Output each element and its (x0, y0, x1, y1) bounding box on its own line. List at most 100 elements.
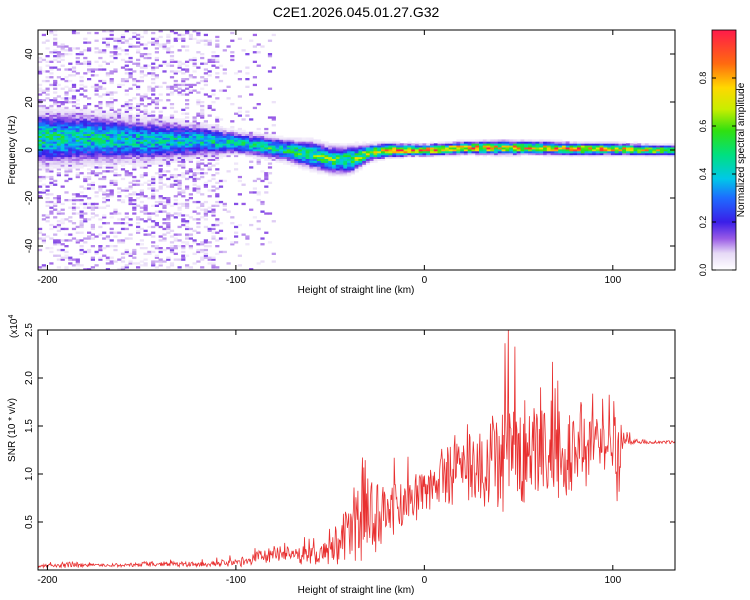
heatmap-cell (169, 145, 175, 148)
heatmap-cell (185, 187, 190, 190)
heatmap-cell (68, 124, 73, 127)
heatmap-cell (309, 152, 314, 156)
heatmap-cell (64, 135, 69, 138)
heatmap-cell (158, 260, 163, 263)
heatmap-cell (90, 120, 95, 123)
heatmap-cell (124, 170, 129, 173)
heatmap-cell (41, 264, 46, 267)
heatmap-cell (151, 124, 156, 127)
heatmap-cell (181, 126, 186, 129)
heatmap-cell (143, 195, 148, 198)
heatmap-cell (313, 164, 318, 167)
heatmap-cell (154, 99, 159, 102)
heatmap-cell (580, 147, 585, 150)
heatmap-cell (309, 162, 314, 165)
heatmap-cell (162, 154, 167, 158)
heatmap-cell (166, 214, 171, 217)
heatmap-cell (132, 250, 137, 254)
heatmap-cell (71, 129, 77, 133)
heatmap-cell (354, 160, 359, 163)
heatmap-cell (45, 147, 50, 150)
heatmap-cell (320, 141, 325, 144)
heatmap-cell (128, 87, 133, 90)
heatmap-cell (335, 149, 340, 152)
heatmap-cell (90, 162, 95, 165)
heatmap-cell (546, 149, 551, 152)
heatmap-cell (324, 162, 329, 165)
heatmap-cell (49, 160, 54, 163)
heatmap-cell (117, 187, 122, 190)
heatmap-cell (113, 118, 118, 121)
heatmap-cell (128, 145, 133, 148)
heatmap-cell (200, 208, 205, 211)
heatmap-cell (136, 147, 141, 150)
heatmap-cell (49, 72, 54, 75)
heatmap-cell (569, 149, 574, 152)
heatmap-cell (550, 149, 555, 152)
heatmap-cell (166, 126, 171, 129)
heatmap-cell (561, 145, 567, 148)
heatmap-cell (275, 154, 280, 158)
heatmap-cell (79, 225, 84, 229)
heatmap-cell (128, 139, 133, 142)
heatmap-cell (151, 131, 156, 135)
heatmap-cell (105, 30, 110, 33)
heatmap-cell (151, 66, 156, 69)
heatmap-cell (203, 93, 208, 96)
heatmap-cell (98, 154, 103, 158)
heatmap-cell (45, 126, 50, 129)
heatmap-cell (592, 141, 597, 144)
heatmap-cell (324, 147, 329, 150)
heatmap-cell (222, 145, 227, 148)
heatmap-cell (45, 97, 50, 100)
heatmap-cell (633, 154, 638, 158)
heatmap-cell (200, 39, 205, 42)
heatmap-cell (124, 129, 129, 133)
heatmap-cell (573, 141, 578, 144)
heatmap-cell (147, 127, 152, 131)
heatmap-cell (60, 126, 65, 129)
heatmap-cell (475, 139, 480, 142)
heatmap-cell (177, 133, 182, 136)
heatmap-cell (105, 131, 110, 135)
heatmap-cell (264, 139, 269, 142)
heatmap-cell (196, 135, 201, 138)
heatmap-cell (301, 164, 306, 167)
heatmap-cell (49, 31, 54, 35)
heatmap-cell (369, 154, 374, 158)
heatmap-cell (60, 129, 65, 133)
heatmap-cell (53, 103, 58, 106)
heatmap-cell (173, 247, 178, 250)
heatmap-cell (132, 200, 137, 204)
heatmap-cell (64, 108, 69, 111)
heatmap-cell (445, 152, 450, 156)
heatmap-cell (38, 141, 43, 144)
heatmap-cell (173, 70, 178, 73)
heatmap-cell (215, 72, 220, 75)
heatmap-cell (98, 147, 103, 150)
heatmap-cell (79, 212, 84, 215)
heatmap-cell (41, 41, 46, 44)
heatmap-cell (350, 149, 355, 152)
heatmap-cell (377, 151, 382, 154)
heatmap-cell (339, 143, 344, 146)
heatmap-cell (211, 208, 216, 211)
heatmap-cell (377, 145, 382, 148)
heatmap-cell (38, 135, 43, 138)
heatmap-cell (286, 149, 291, 152)
heatmap-cell (75, 116, 80, 119)
heatmap-cell (90, 74, 95, 77)
heatmap-cell (53, 99, 58, 102)
heatmap-cell (441, 152, 446, 156)
heatmap-cell (98, 56, 103, 60)
heatmap-cell (45, 131, 50, 135)
heatmap-cell (132, 248, 137, 252)
heatmap-cell (41, 106, 46, 110)
heatmap-cell (154, 222, 159, 225)
heatmap-cell (588, 154, 593, 158)
heatmap-cell (38, 87, 43, 90)
heatmap-cell (147, 212, 152, 215)
heatmap-cell (71, 101, 77, 104)
heatmap-cell (347, 172, 352, 175)
heatmap-cell (162, 147, 167, 150)
